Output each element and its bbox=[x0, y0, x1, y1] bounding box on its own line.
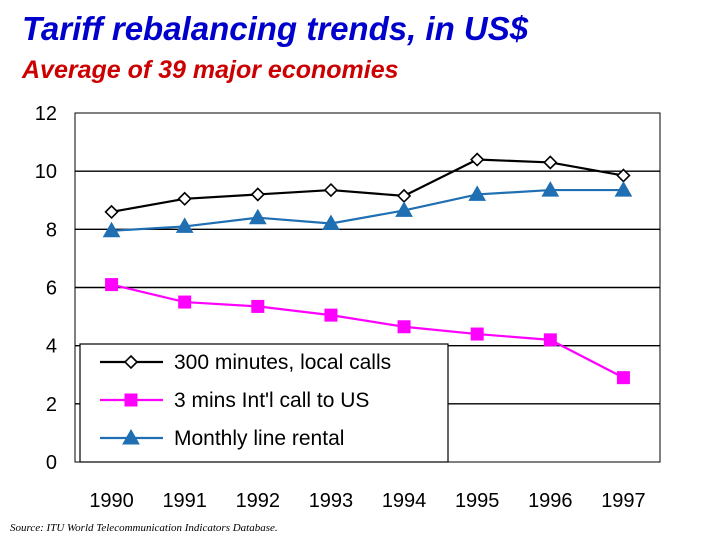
point-line-rental-1992 bbox=[248, 208, 267, 225]
y-tick-label-10: 10 bbox=[35, 161, 57, 183]
legend-label-intl-call: 3 mins Int'l call to US bbox=[174, 389, 369, 412]
point-intl-call-1996 bbox=[543, 333, 557, 347]
point-intl-call-1993 bbox=[324, 308, 338, 322]
y-tick-label-0: 0 bbox=[46, 452, 57, 474]
y-tick-label-12: 12 bbox=[35, 103, 57, 125]
point-local-calls-1996 bbox=[543, 155, 558, 170]
chart-subtitle: Average of 39 major economies bbox=[22, 56, 399, 84]
series-line-line-rental bbox=[111, 188, 624, 232]
x-tick-label-1990: 1990 bbox=[89, 490, 134, 512]
point-intl-call-1992 bbox=[251, 299, 265, 313]
point-intl-call-1995 bbox=[470, 327, 484, 341]
x-tick-label-1997: 1997 bbox=[601, 490, 646, 512]
legend: 300 minutes, local calls 3 mins Int'l cal… bbox=[79, 343, 449, 463]
x-tick-label-1992: 1992 bbox=[236, 490, 281, 512]
point-intl-call-1990 bbox=[105, 278, 119, 292]
point-local-calls-1995 bbox=[470, 152, 485, 167]
legend-label-line-rental: Monthly line rental bbox=[174, 427, 344, 450]
point-intl-call-1997 bbox=[616, 371, 630, 385]
y-tick-label-4: 4 bbox=[46, 336, 57, 358]
legend-marker-line-rental bbox=[122, 428, 140, 445]
legend-box bbox=[79, 343, 449, 463]
point-line-rental-1996 bbox=[541, 181, 560, 197]
axes: 0 2 4 6 8 10 12 1990 1991 1992 1993 1994 1995 1996 199… bbox=[35, 103, 646, 512]
y-tick-label-6: 6 bbox=[46, 278, 57, 300]
x-tick-label-1991: 1991 bbox=[162, 490, 207, 512]
point-line-rental-1990 bbox=[102, 221, 121, 238]
legend-marker-local-calls bbox=[123, 354, 139, 370]
point-line-rental-1994 bbox=[395, 201, 413, 217]
x-tick-label-1994: 1994 bbox=[382, 490, 427, 512]
point-local-calls-1991 bbox=[177, 191, 192, 206]
point-line-rental-1993 bbox=[322, 214, 340, 231]
point-intl-call-1994 bbox=[397, 320, 411, 334]
series-layer bbox=[102, 152, 633, 385]
series-line-rental bbox=[102, 181, 633, 238]
point-intl-call-1991 bbox=[178, 295, 192, 309]
series-line-local-calls bbox=[111, 158, 624, 213]
x-tick-label-1995: 1995 bbox=[455, 490, 500, 512]
x-tick-label-1996: 1996 bbox=[528, 490, 573, 512]
source-note: Source: ITU World Telecommunication Indi… bbox=[10, 522, 278, 534]
series-intl-call bbox=[105, 278, 630, 385]
point-line-rental-1995 bbox=[468, 185, 487, 201]
series-local-calls bbox=[104, 152, 631, 220]
point-local-calls-1993 bbox=[323, 182, 339, 198]
point-line-rental-1991 bbox=[175, 217, 194, 233]
point-local-calls-1992 bbox=[250, 187, 265, 202]
point-local-calls-1990 bbox=[104, 204, 119, 220]
legend-marker-intl-call bbox=[124, 393, 138, 407]
y-tick-label-2: 2 bbox=[46, 394, 57, 416]
x-tick-label-1993: 1993 bbox=[309, 490, 354, 512]
series-line-intl-call bbox=[111, 283, 624, 379]
point-line-rental-1997 bbox=[614, 181, 633, 197]
legend-label-local-calls: 300 minutes, local calls bbox=[174, 351, 391, 374]
chart-title: Tariff rebalancing trends, in US$ bbox=[22, 10, 529, 47]
y-tick-label-8: 8 bbox=[46, 219, 57, 241]
